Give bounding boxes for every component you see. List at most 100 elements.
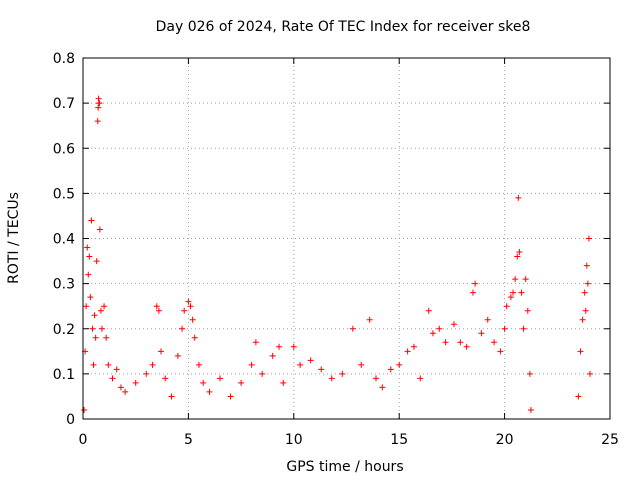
data-point	[103, 334, 110, 341]
data-point	[217, 375, 224, 382]
chart-title: Day 026 of 2024, Rate Of TEC Index for r…	[156, 19, 531, 35]
x-tick-label: 25	[601, 432, 619, 448]
data-point	[527, 406, 534, 413]
data-point	[512, 276, 519, 283]
data-point	[457, 339, 464, 346]
data-point	[269, 352, 276, 359]
y-tick-label: 0.4	[53, 232, 75, 248]
y-tick-label: 0.8	[53, 51, 75, 67]
x-tick-label: 0	[79, 432, 88, 448]
data-point	[318, 366, 325, 373]
data-point	[307, 357, 314, 364]
data-point	[425, 307, 432, 314]
data-point	[581, 289, 588, 296]
data-point	[585, 235, 592, 242]
data-point	[451, 321, 458, 328]
data-point	[88, 217, 95, 224]
y-tick-label: 0.1	[53, 367, 75, 383]
data-point	[98, 325, 105, 332]
data-point	[181, 307, 188, 314]
data-point	[503, 303, 510, 310]
data-point	[109, 375, 116, 382]
y-tick-label: 0.7	[53, 96, 75, 112]
data-point	[143, 370, 150, 377]
data-point	[95, 104, 102, 111]
data-point	[252, 339, 259, 346]
data-point	[185, 298, 192, 305]
data-point	[153, 303, 160, 310]
data-point	[89, 325, 96, 332]
data-point	[586, 370, 593, 377]
data-point	[155, 307, 162, 314]
data-point	[436, 325, 443, 332]
data-point	[94, 118, 101, 125]
data-point	[92, 334, 99, 341]
data-point	[328, 375, 335, 382]
data-point	[195, 361, 202, 368]
data-point	[96, 100, 103, 107]
data-point	[157, 348, 164, 355]
data-point	[514, 253, 521, 260]
data-point	[248, 361, 255, 368]
data-point	[83, 303, 90, 310]
data-point	[491, 339, 498, 346]
data-point	[497, 348, 504, 355]
data-point	[87, 294, 94, 301]
data-point	[349, 325, 356, 332]
x-tick-label: 15	[390, 432, 408, 448]
grid	[83, 58, 610, 419]
data-point	[86, 253, 93, 260]
data-point	[526, 370, 533, 377]
data-point	[358, 361, 365, 368]
data-point	[90, 361, 97, 368]
data-point	[81, 406, 88, 413]
data-point	[132, 379, 139, 386]
x-tick-label: 10	[285, 432, 303, 448]
data-point	[510, 289, 517, 296]
data-point	[297, 361, 304, 368]
data-point	[501, 325, 508, 332]
x-axis-label: GPS time / hours	[286, 459, 403, 475]
data-point	[429, 330, 436, 337]
data-point	[484, 316, 491, 323]
data-point	[577, 348, 584, 355]
data-point	[93, 258, 100, 265]
data-point	[117, 384, 124, 391]
data-point	[579, 316, 586, 323]
data-point	[518, 289, 525, 296]
x-tick-label: 20	[496, 432, 514, 448]
data-point	[105, 361, 112, 368]
y-tick-label: 0.6	[53, 141, 75, 157]
data-point	[410, 343, 417, 350]
data-point	[387, 366, 394, 373]
data-point	[524, 307, 531, 314]
data-point	[417, 375, 424, 382]
data-point	[122, 388, 129, 395]
data-point	[290, 343, 297, 350]
data-point	[84, 244, 91, 251]
data-point	[227, 393, 234, 400]
data-point	[259, 370, 266, 377]
data-point	[472, 280, 479, 287]
data-point	[280, 379, 287, 386]
data-point	[463, 343, 470, 350]
data-point	[516, 249, 523, 256]
y-tick-label: 0	[66, 412, 75, 428]
data-point	[339, 370, 346, 377]
data-point	[373, 375, 380, 382]
data-point	[515, 194, 522, 201]
data-point	[522, 276, 529, 283]
data-point	[96, 226, 103, 233]
data-point	[189, 316, 196, 323]
data-point	[206, 388, 213, 395]
data-point	[187, 303, 194, 310]
data-point	[520, 325, 527, 332]
data-point	[162, 375, 169, 382]
data-point	[583, 262, 590, 269]
data-point	[276, 343, 283, 350]
data-point	[442, 339, 449, 346]
axis-ticks: 0 5 10 15 20 25 0 0.1 0.2 0.3 0.4 0.5 0.6 0.7 0.8	[53, 51, 619, 448]
data-point	[97, 307, 104, 314]
plot-frame	[82, 57, 611, 420]
